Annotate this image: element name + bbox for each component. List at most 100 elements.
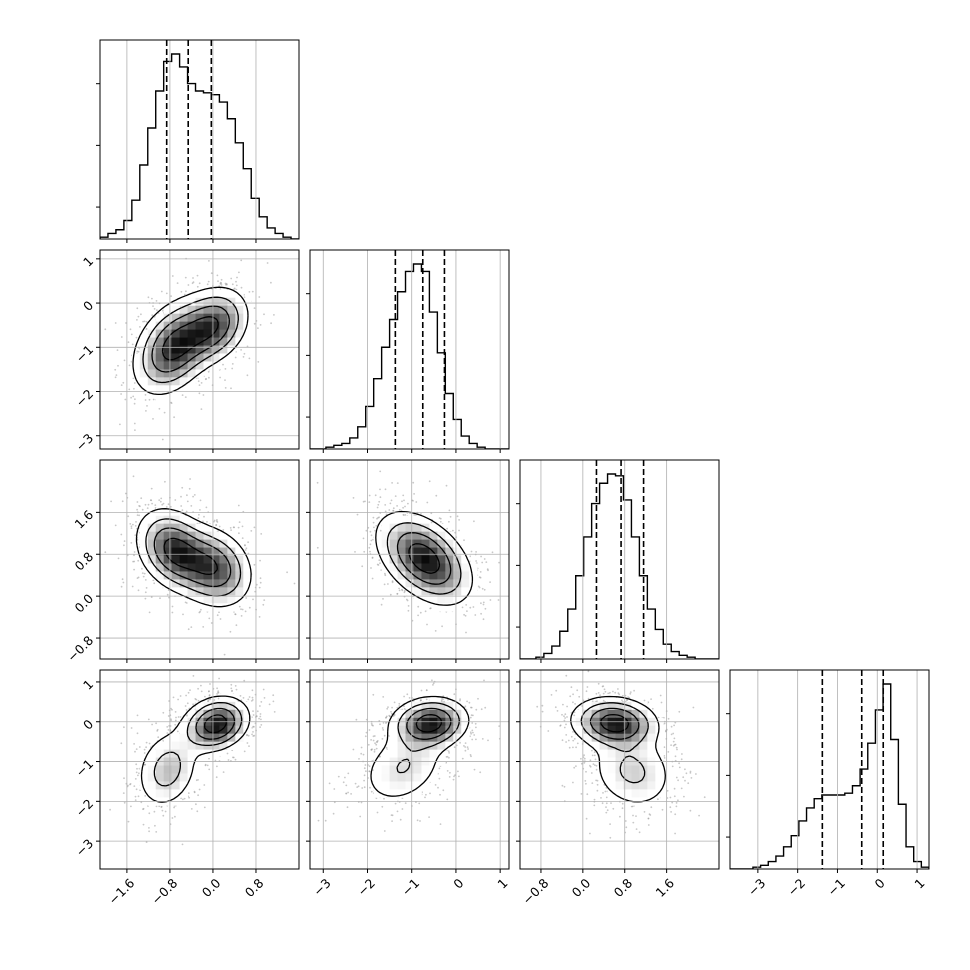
scatter-point xyxy=(160,290,163,293)
scatter-point xyxy=(197,779,199,781)
scatter-point xyxy=(449,515,452,518)
scatter-point xyxy=(415,501,418,503)
density-cell xyxy=(195,297,204,307)
scatter-point xyxy=(270,322,272,325)
density-cell xyxy=(163,555,173,564)
scatter-point xyxy=(179,716,182,718)
density-cell xyxy=(131,369,141,378)
scatter-point xyxy=(130,333,133,336)
scatter-point xyxy=(372,521,375,524)
scatter-point xyxy=(224,387,227,389)
scatter-point xyxy=(234,613,237,616)
scatter-point xyxy=(464,614,467,617)
scatter-point xyxy=(466,610,468,612)
scatter-point xyxy=(167,729,170,731)
scatter-point xyxy=(396,482,399,484)
density-cell xyxy=(389,515,398,525)
scatter-point xyxy=(130,396,133,399)
scatter-point xyxy=(148,830,151,833)
scatter-point xyxy=(472,606,475,608)
density-cell xyxy=(203,555,212,564)
scatter-point xyxy=(226,752,229,755)
scatter-point xyxy=(181,843,184,846)
density-cell xyxy=(187,587,196,596)
scatter-point xyxy=(196,810,199,813)
scatter-point xyxy=(144,591,147,594)
scatter-point xyxy=(491,551,494,554)
scatter-point xyxy=(164,480,166,483)
density-cell xyxy=(413,555,422,564)
scatter-point xyxy=(252,731,254,733)
scatter-point xyxy=(448,509,451,512)
density-cell xyxy=(139,547,149,556)
scatter-point xyxy=(127,341,130,344)
density-cell xyxy=(421,563,430,572)
density-cell xyxy=(187,321,196,330)
scatter-point xyxy=(138,772,140,775)
density-cell xyxy=(211,709,220,719)
density-cell xyxy=(155,563,165,572)
density-cell xyxy=(381,515,390,525)
density-cell xyxy=(389,571,398,580)
density-cell xyxy=(389,539,398,548)
density-cell xyxy=(397,579,406,588)
scatter-point xyxy=(202,520,204,523)
scatter-point xyxy=(123,359,126,362)
scatter-point xyxy=(166,593,169,596)
scatter-point xyxy=(470,550,473,553)
density-fill xyxy=(373,515,478,612)
scatter-point xyxy=(133,785,136,787)
contour-lines xyxy=(135,508,252,608)
scatter-point xyxy=(383,583,386,586)
scatter-point xyxy=(402,494,405,497)
scatter-point xyxy=(204,763,207,766)
density-cell xyxy=(397,523,406,533)
scatter-point xyxy=(227,759,230,761)
scatter-point xyxy=(224,368,227,370)
scatter-point xyxy=(204,695,206,698)
density-cell xyxy=(381,547,390,556)
scatter-point xyxy=(144,394,147,396)
density-cell xyxy=(187,563,196,572)
density-cell xyxy=(227,571,236,580)
scatter-point xyxy=(200,408,203,410)
density-cell xyxy=(243,563,252,572)
scatter-point xyxy=(155,805,158,808)
density-cell xyxy=(421,515,430,525)
scatter-point xyxy=(109,808,111,811)
scatter-point xyxy=(136,714,139,717)
scatter-point xyxy=(238,271,240,274)
density-cell xyxy=(405,547,414,556)
density-cell xyxy=(227,579,236,588)
scatter-point xyxy=(238,532,240,535)
scatter-point xyxy=(134,525,137,527)
density-cell xyxy=(211,313,220,323)
density-cell xyxy=(163,741,173,750)
scatter-point xyxy=(162,711,165,714)
density-cell xyxy=(445,587,454,596)
density-cell xyxy=(139,369,149,378)
scatter-point xyxy=(114,322,117,324)
scatter-point xyxy=(174,711,177,713)
scatter-point xyxy=(377,516,379,519)
scatter-point xyxy=(248,357,251,360)
scatter-point xyxy=(154,504,157,506)
density-cell xyxy=(171,547,180,556)
scatter-point xyxy=(243,679,246,682)
scatter-point xyxy=(214,759,217,762)
scatter-point xyxy=(137,350,140,353)
density-cell xyxy=(171,555,180,564)
scatter-point xyxy=(480,612,482,615)
density-cell xyxy=(381,555,390,564)
scatter-point xyxy=(387,583,389,585)
density-cell xyxy=(373,531,383,540)
density-cell xyxy=(219,693,228,703)
density-cell xyxy=(405,563,414,572)
scatter-point xyxy=(258,296,261,298)
panel-grid xyxy=(100,250,299,449)
scatter-point xyxy=(497,599,500,601)
scatter-point xyxy=(140,313,142,316)
density-cell xyxy=(429,595,438,604)
scatter-point xyxy=(185,709,188,711)
scatter-point xyxy=(153,582,156,585)
